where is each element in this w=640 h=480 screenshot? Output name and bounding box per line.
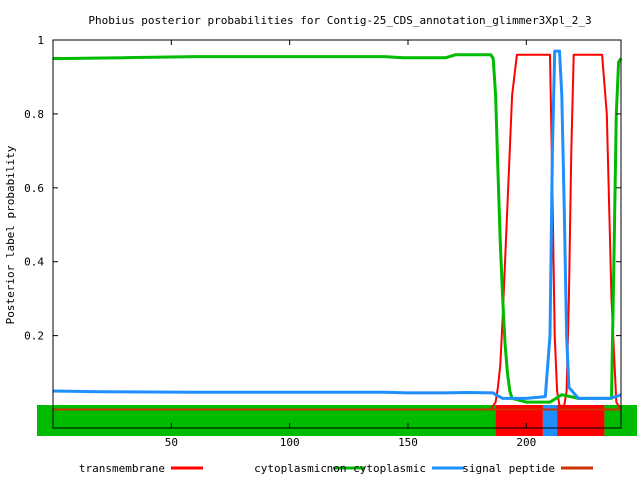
series-line-non-cytoplasmic [52,49,622,400]
y-tick-label: 1 [37,34,44,47]
x-tick-label: 150 [398,436,418,449]
x-tick-label: 50 [165,436,178,449]
legend-label-non-cytoplasmic: non cytoplasmic [327,462,426,475]
legend-label-transmembrane: transmembrane [79,462,165,475]
series-lines [52,49,623,411]
y-tick-label: 0.2 [24,330,44,343]
series-line-transmembrane [53,53,622,411]
chart-title: Phobius posterior probabilities for Cont… [88,14,591,27]
y-tick-label: 0.4 [24,256,44,269]
y-axis-label: Posterior label probability [4,145,17,324]
legend-label-cytoplasmic: cytoplasmic [254,462,327,475]
y-tick-label: 0.8 [24,108,44,121]
x-tick-label: 100 [280,436,300,449]
legend: transmembrane cytoplasmic non cytoplasmic s… [79,462,593,475]
y-tick-label: 0.6 [24,182,44,195]
series-line-cytoplasmic [53,53,623,404]
x-tick-label: 200 [516,436,536,449]
plot-frame [52,39,622,429]
legend-label-signal-peptide: signal peptide [462,462,555,475]
